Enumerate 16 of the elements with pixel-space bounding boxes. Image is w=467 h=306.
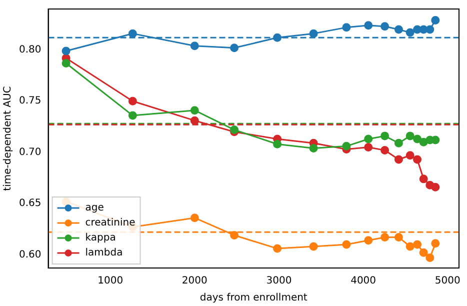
y-tick-label: 0.75 xyxy=(19,96,42,107)
y-tick-label: 0.80 xyxy=(19,44,42,56)
legend-label: lambda xyxy=(85,248,123,259)
legend-label: kappa xyxy=(85,232,116,244)
legend-label: creatinine xyxy=(85,218,136,229)
y-tick-label: 0.70 xyxy=(19,146,42,158)
y-axis-title: time-dependent AUC xyxy=(2,86,14,191)
y-tick-label: 0.60 xyxy=(19,249,42,260)
x-tick-label: 4000 xyxy=(350,276,376,287)
x-tick-label: 3000 xyxy=(266,276,292,287)
x-tick-label: 2000 xyxy=(182,276,208,287)
y-tick-label: 0.65 xyxy=(19,198,42,210)
legend-label: age xyxy=(85,202,104,214)
x-tick-label: 5000 xyxy=(434,276,460,287)
x-tick-label: 1000 xyxy=(98,276,124,287)
x-axis-title: days from enrollment xyxy=(200,292,308,304)
